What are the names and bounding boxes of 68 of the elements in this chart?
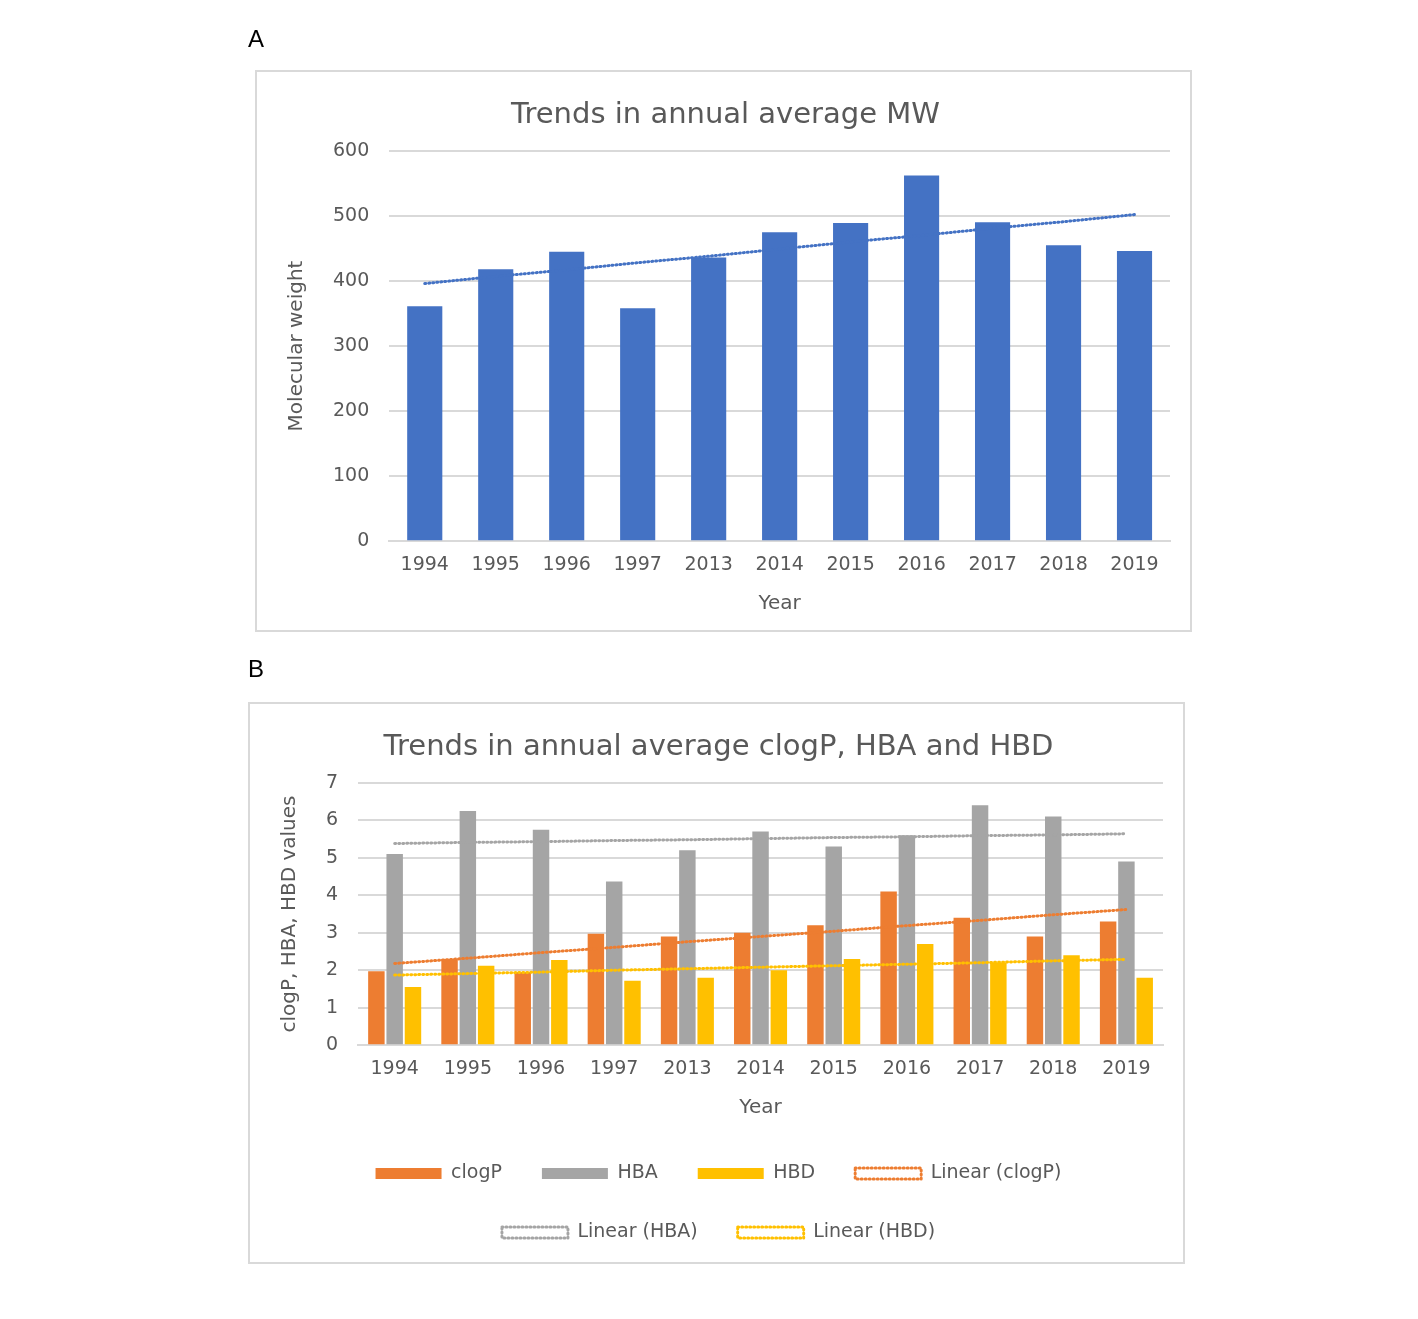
x-tick-label: 2013 (684, 551, 733, 574)
bar (404, 987, 422, 1045)
y-tick-label: 400 (333, 267, 370, 290)
legend-label: Linear (clogP) (930, 1160, 1062, 1183)
x-tick-label: 2018 (1039, 551, 1088, 574)
y-tick-label: 6 (325, 807, 339, 830)
y-tick-label: 3 (325, 919, 339, 942)
bar (368, 971, 385, 1045)
legend-label: Linear (HBD) (813, 1219, 936, 1242)
y-tick-label: 2 (325, 957, 339, 980)
x-tick-label: 2018 (1029, 1055, 1078, 1078)
y-tick-label: 0 (357, 528, 370, 551)
x-tick-label: 2019 (1102, 1055, 1151, 1078)
legend-label: HBD (773, 1160, 816, 1183)
y-tick-label: 7 (325, 769, 339, 792)
y-tick-label: 100 (333, 463, 370, 486)
x-tick-label: 1996 (516, 1055, 566, 1078)
x-tick-label: 2015 (826, 551, 875, 574)
bar (1026, 936, 1044, 1045)
x-tick-label: 2015 (809, 1055, 858, 1078)
x-tick-label: 1997 (590, 1055, 639, 1078)
bar (679, 850, 696, 1045)
y-tick-label: 5 (325, 844, 339, 867)
y-tick-label: 600 (333, 137, 370, 160)
y-tick-label: 200 (333, 398, 370, 420)
x-tick-label: 1996 (542, 551, 591, 574)
bar (1136, 977, 1153, 1045)
y-tick-label: 0 (325, 1032, 339, 1055)
x-tick-label: 2017 (955, 1055, 1005, 1078)
bar (1116, 251, 1153, 541)
bar (1099, 921, 1117, 1045)
x-axis-title: Year (738, 1094, 783, 1119)
x-tick-label: 2014 (736, 1055, 785, 1078)
y-tick-label: 500 (333, 202, 370, 225)
x-tick-label: 2017 (968, 551, 1017, 574)
bar (514, 972, 531, 1045)
y-tick-label: 300 (333, 332, 370, 355)
chart-title: Trends in annual average clogP, HBA and HBD (382, 727, 1054, 762)
chart-title: Trends in annual average MW (510, 95, 940, 130)
x-tick-label: 2013 (663, 1055, 712, 1078)
x-tick-label: 1995 (471, 551, 520, 574)
bar (825, 846, 842, 1045)
x-tick-label: 1995 (443, 1055, 493, 1078)
bar (624, 980, 641, 1045)
text: A (248, 25, 265, 53)
bar (1118, 861, 1135, 1045)
x-tick-label: 1997 (613, 551, 662, 574)
y-tick-label: 1 (325, 994, 339, 1017)
y-axis-title: clogP, HBA, HBD values (276, 795, 301, 1033)
legend-label: clogP (451, 1160, 502, 1183)
bar (1045, 245, 1082, 541)
x-tick-label: 2016 (897, 551, 946, 574)
bar (697, 977, 714, 1045)
bar (386, 854, 403, 1045)
bar (407, 306, 443, 541)
bar (605, 881, 623, 1045)
x-axis-title: Year (757, 590, 802, 615)
legend-label: Linear (HBA) (577, 1219, 698, 1242)
x-tick-label: 1994 (400, 551, 449, 574)
x-tick-label: 1994 (370, 1055, 419, 1078)
x-tick-label: 2019 (1110, 551, 1159, 574)
y-axis-title: Molecular weight (283, 260, 308, 432)
bar (620, 308, 656, 541)
y-tick-label: 4 (325, 882, 339, 905)
text: B (248, 655, 265, 683)
legend-label: HBA (617, 1160, 658, 1183)
x-tick-label: 2014 (755, 551, 804, 574)
x-tick-label: 2016 (882, 1055, 932, 1078)
